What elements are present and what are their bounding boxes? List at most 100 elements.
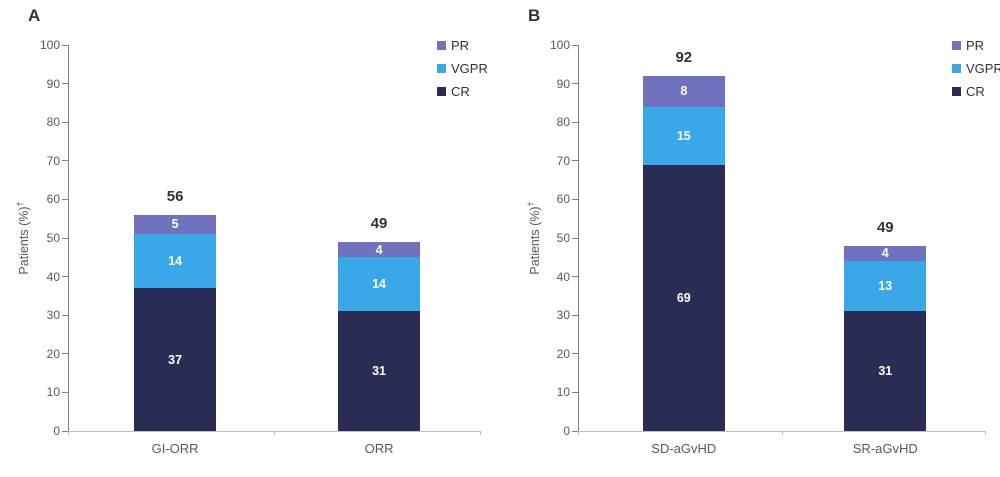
- y-axis: [578, 45, 579, 431]
- y-tick: [62, 237, 68, 239]
- legend-swatch-vgpr: [437, 64, 446, 73]
- y-tick-label: 70: [46, 153, 60, 168]
- y-tick: [62, 314, 68, 316]
- y-tick-label: 10: [46, 385, 60, 400]
- y-tick: [62, 44, 68, 46]
- y-tick-label: 50: [46, 231, 60, 245]
- panel-a: A Patients (%)† 0 10 20 30 40 50 60 70 80 90 100 37…: [15, 6, 488, 456]
- bar-segment-value: 13: [878, 279, 893, 294]
- y-tick: [572, 391, 578, 393]
- legend-swatch-cr: [952, 87, 961, 96]
- y-tick: [62, 160, 68, 162]
- bar-total-label: 49: [370, 214, 388, 232]
- bar-segment-pr: 4: [338, 241, 421, 258]
- bar-segment-vgpr: 14: [134, 234, 217, 289]
- y-tick: [572, 121, 578, 123]
- category-label: SD-aGvHD: [651, 441, 717, 456]
- x-tick: [68, 431, 69, 435]
- y-tick: [572, 44, 578, 46]
- bar-segment-vgpr: 15: [642, 106, 725, 165]
- y-tick-label: 70: [556, 153, 570, 168]
- legend-label: VGPR: [966, 61, 1000, 76]
- bar-segment-vgpr: 13: [844, 261, 927, 312]
- y-tick-label: 100: [39, 38, 60, 52]
- bar-segment-pr: 4: [844, 245, 927, 262]
- bar-segment-value: 69: [676, 290, 691, 305]
- legend-label: CR: [451, 84, 470, 99]
- legend-swatch-pr: [437, 41, 446, 50]
- y-axis: [68, 45, 69, 431]
- y-tick: [62, 391, 68, 393]
- bar-segment-value: 4: [375, 242, 383, 257]
- bar-segment-value: 14: [168, 254, 183, 269]
- bar-segment-value: 31: [372, 364, 386, 379]
- y-tick-label: 60: [46, 192, 60, 207]
- panel-a-label: A: [28, 6, 41, 25]
- legend-label: VGPR: [451, 61, 488, 76]
- y-tick-label: 80: [556, 115, 570, 130]
- category-label: ORR: [364, 441, 394, 456]
- y-tick: [62, 430, 68, 432]
- y-tick-label: 20: [556, 346, 570, 361]
- x-tick: [781, 431, 783, 435]
- legend-label: CR: [966, 84, 985, 99]
- bar-segment-pr: 5: [134, 214, 217, 235]
- y-tick-label: 20: [46, 346, 60, 361]
- bar-segment-value: 15: [676, 128, 691, 143]
- y-tick: [62, 83, 68, 85]
- y-tick: [62, 121, 68, 123]
- y-tick-label: 30: [46, 308, 60, 323]
- y-tick-label: 90: [556, 76, 570, 91]
- legend-label: PR: [451, 38, 470, 53]
- bar-segment-value: 31: [878, 364, 893, 379]
- y-tick-label: 30: [556, 308, 570, 323]
- y-tick-label: 80: [46, 115, 60, 130]
- legend-swatch-pr: [952, 41, 961, 50]
- y-tick-label: 60: [556, 192, 570, 207]
- bar-segment-cr: 31: [338, 311, 421, 431]
- x-tick: [578, 431, 579, 435]
- y-tick: [572, 276, 578, 278]
- y-tick-label: 100: [549, 38, 570, 52]
- bar-segment-value: 4: [881, 246, 889, 261]
- y-tick-label: 90: [46, 76, 60, 91]
- bar-segment-value: 5: [171, 217, 179, 232]
- bar-segment-vgpr: 14: [338, 257, 421, 312]
- bar-segment-value: 8: [680, 84, 688, 99]
- bar-total-label: 92: [675, 48, 693, 66]
- x-tick: [274, 431, 275, 435]
- y-tick-label: 10: [556, 385, 570, 400]
- bar-total-label: 56: [166, 187, 184, 205]
- y-tick: [572, 430, 578, 432]
- x-tick: [985, 431, 986, 435]
- category-label: SR-aGvHD: [852, 441, 918, 456]
- bar-segment-cr: 69: [642, 164, 725, 431]
- y-tick-label: 40: [46, 269, 60, 284]
- panel-b: B Patients (%)† 0 10 20 30 40 50 60 70 80 90 100 69…: [500, 0, 1000, 477]
- bar-total-label: 49: [876, 218, 894, 236]
- y-tick-label: 0: [53, 424, 60, 438]
- y-tick-label: 50: [556, 231, 570, 245]
- bar-segment-value: 14: [372, 277, 386, 292]
- legend-swatch-vgpr: [952, 64, 961, 73]
- y-tick-label: 40: [556, 269, 570, 284]
- y-tick: [62, 198, 68, 200]
- y-tick: [62, 353, 68, 355]
- y-tick: [572, 314, 578, 316]
- y-tick-label: 0: [563, 424, 570, 438]
- category-label: GI-ORR: [151, 441, 199, 456]
- legend-label: PR: [966, 38, 985, 53]
- bar-segment-pr: 8: [642, 75, 725, 107]
- y-tick: [572, 237, 578, 239]
- legend-swatch-cr: [437, 87, 446, 96]
- x-tick: [480, 431, 481, 435]
- bar-segment-cr: 37: [134, 288, 217, 431]
- y-tick: [572, 353, 578, 355]
- y-tick: [62, 276, 68, 278]
- bar-segment-cr: 31: [844, 311, 927, 431]
- y-tick: [572, 160, 578, 162]
- bar-segment-value: 37: [168, 352, 183, 367]
- panel-b-label: B: [528, 6, 541, 25]
- y-tick: [572, 198, 578, 200]
